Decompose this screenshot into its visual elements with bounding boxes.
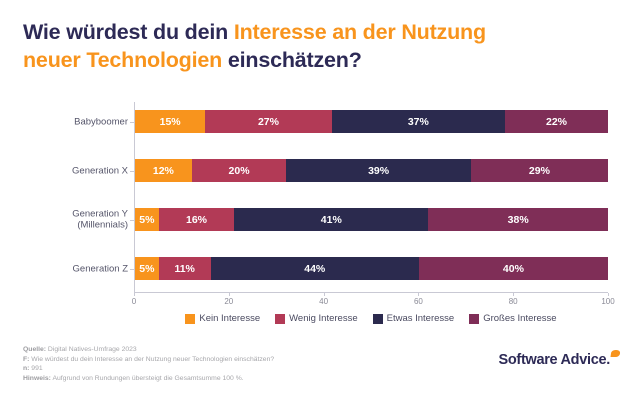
- footer-sample-line: n: 991: [23, 365, 43, 373]
- bar-segment: 15%: [135, 110, 206, 133]
- logo-text: Software Advice.: [498, 352, 610, 368]
- segment-value: 41%: [320, 213, 342, 226]
- segment-value: 15%: [159, 115, 181, 128]
- x-axis-tick: [513, 293, 515, 296]
- footer-notes: Quelle: Digital Natives-Umfrage 2023 F: …: [23, 345, 640, 383]
- legend-label: Etwas Interesse: [386, 313, 455, 324]
- bar-segment: 12%: [135, 159, 192, 182]
- category-label: Babyboomer: [74, 115, 128, 127]
- bar-segment: 40%: [418, 257, 609, 280]
- legend-swatch: [469, 313, 480, 324]
- x-axis-tick-label: 60: [413, 297, 423, 306]
- segment-value: 22%: [545, 115, 567, 128]
- stacked-bar-chart: Babyboomer 15% 27% 37% 22% Generation X 12% 20%…: [0, 102, 640, 324]
- footer-source-line: Quelle: Digital Natives-Umfrage 2023: [23, 346, 137, 353]
- legend-swatch: [185, 313, 196, 324]
- y-axis-tick: [130, 268, 134, 270]
- segment-value: 5%: [139, 213, 155, 226]
- title-accent-part-2: neuer Technologien: [23, 48, 223, 72]
- segment-value: 5%: [139, 262, 155, 275]
- bar-row: Babyboomer 15% 27% 37% 22%: [74, 110, 609, 133]
- bar-segment: 27%: [205, 110, 332, 133]
- footer-question-line: F: Wie würdest du dein Interesse an der …: [23, 355, 275, 363]
- segment-value: 29%: [528, 164, 550, 177]
- x-axis-tick-label: 20: [224, 297, 234, 306]
- segment-value: 27%: [257, 115, 279, 128]
- software-advice-logo: Software Advice.: [498, 350, 621, 368]
- speech-bubble-icon: [610, 350, 621, 357]
- bar-segment: 39%: [286, 159, 471, 182]
- bar-segment: 22%: [504, 110, 609, 133]
- legend: Kein Interesse Wenig Interesse Etwas Inter…: [134, 313, 608, 324]
- category-label: Generation Z: [72, 262, 128, 274]
- segment-value: 37%: [407, 115, 429, 128]
- bar-row: Generation Z 5% 11% 44% 40%: [73, 257, 609, 280]
- bar-segment: 44%: [210, 257, 419, 280]
- bar-row: Generation Y (Millennials) 5% 16% 41% 38%: [72, 208, 609, 231]
- y-axis-tick: [130, 121, 134, 123]
- legend-item: Wenig Interesse: [275, 313, 358, 324]
- segment-value: 44%: [304, 262, 326, 275]
- x-axis-tick-label: 80: [508, 297, 518, 306]
- chart-title: Wie würdest du dein Interesse an der Nut…: [23, 18, 618, 74]
- legend-label: Kein Interesse: [199, 313, 261, 324]
- x-axis: 0 20 40 60 80 100: [131, 293, 615, 308]
- bar-segment: 37%: [331, 110, 505, 133]
- x-axis-tick-label: 40: [319, 297, 329, 306]
- plot-area: Babyboomer 15% 27% 37% 22% Generation X 12% 20%…: [72, 102, 609, 293]
- x-axis-tick: [608, 293, 609, 296]
- bar-segment: 41%: [234, 208, 429, 231]
- legend-swatch: [275, 313, 286, 324]
- category-label: Generation X: [72, 164, 128, 176]
- bar-row: Generation X 12% 20% 39% 29%: [72, 159, 608, 182]
- title-dark-part-2: einschätzen?: [222, 48, 362, 72]
- segment-value: 20%: [228, 164, 250, 177]
- bar-segment: 5%: [135, 208, 159, 231]
- x-axis-tick: [418, 293, 420, 296]
- x-axis-tick-label: 0: [131, 297, 137, 306]
- x-axis-tick: [228, 293, 230, 296]
- bar-segment: 5%: [135, 257, 159, 280]
- y-axis-tick: [130, 219, 134, 221]
- bar-segment: 38%: [428, 208, 609, 231]
- bar-segment: 16%: [158, 208, 235, 231]
- bar-segment: 29%: [470, 159, 608, 182]
- legend-item: Etwas Interesse: [372, 313, 455, 324]
- legend-swatch: [372, 313, 383, 324]
- segment-value: 12%: [152, 164, 174, 177]
- bar-segment: 11%: [158, 257, 211, 280]
- footer-note-line: Hinweis: Aufgrund von Rundungen überstei…: [23, 374, 244, 382]
- segment-value: 11%: [174, 262, 195, 275]
- title-dark-part-1: Wie würdest du dein: [23, 20, 234, 44]
- x-axis-tick: [323, 293, 325, 296]
- x-axis-tick: [134, 293, 135, 296]
- legend-label: Großes Interesse: [483, 313, 557, 324]
- category-label: Generation Y (Millennials): [72, 208, 128, 231]
- y-axis-tick: [130, 170, 134, 172]
- segment-value: 39%: [368, 164, 390, 177]
- bar-segment: 20%: [191, 159, 287, 182]
- x-axis-tick-label: 100: [601, 297, 615, 306]
- segment-value: 40%: [502, 262, 524, 275]
- title-accent-part-1: Interesse an der Nutzung: [233, 20, 486, 44]
- segment-value: 16%: [185, 213, 207, 226]
- segment-value: 38%: [507, 213, 529, 226]
- legend-label: Wenig Interesse: [289, 313, 358, 324]
- legend-item: Großes Interesse: [469, 313, 557, 324]
- legend-item: Kein Interesse: [185, 313, 260, 324]
